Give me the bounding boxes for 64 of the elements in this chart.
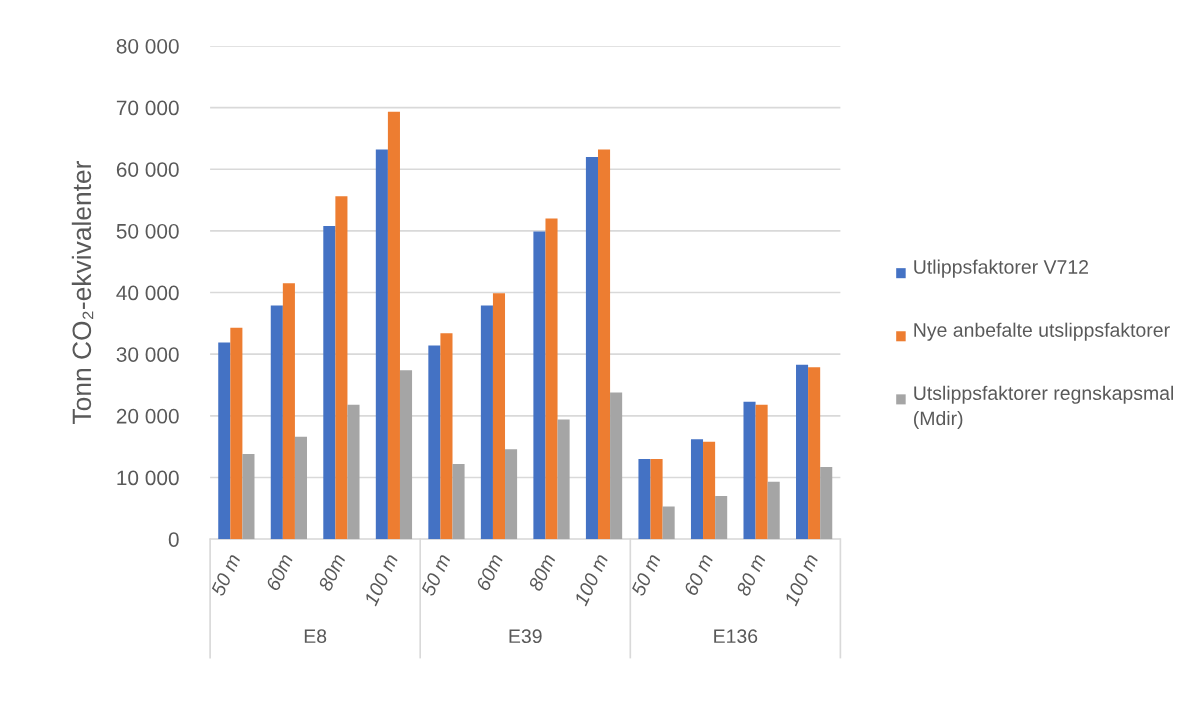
bar [820,467,833,540]
bar [533,231,546,540]
bar [282,283,295,540]
text: E39 [509,629,542,644]
bar [557,419,570,540]
x-tick-label: 50 m [210,553,241,597]
y-tick-label: 20 000 [116,408,179,424]
bar [440,333,453,540]
x-tick-label: 80m [317,553,346,592]
y-axis-title: Tonn CO₂-ekvivalenter [71,160,94,424]
bar [347,404,360,540]
y-tick-label: 80 000 [116,38,179,54]
legend-label: Utlippsfaktorer V712 [914,259,1088,278]
x-tick-label: 60m [265,553,294,592]
bar [755,404,768,540]
y-tick-label: 10 000 [117,470,179,486]
legend-label: Nye anbefalte utslippsfaktorer [914,322,1170,341]
bar [492,293,506,540]
y-tick-label: 50 000 [116,223,179,239]
bar [375,149,388,540]
bar [428,345,441,540]
bar [610,392,623,540]
bar [743,401,756,540]
bar [808,367,821,540]
text: E136 [714,629,758,644]
bar [662,506,675,540]
x-tick-label: 100 m [363,553,399,607]
x-tick-label: 100 m [783,553,819,607]
bar [387,111,400,540]
bar [767,481,780,540]
x-tick-label: 60m [475,553,504,592]
bar [230,327,243,540]
bar [218,342,231,540]
bar [638,459,651,540]
legend-label: Utslippsfaktorer regnskapsmal (Mdir) [914,385,1174,430]
x-tick-label: 100 m [573,553,609,607]
bar [585,156,598,540]
y-tick-label: 70 000 [116,100,179,116]
x-tick-label: 80 m [735,553,766,597]
bar [796,364,809,540]
x-tick-label: 50 m [630,553,661,597]
bar [242,454,255,540]
bar [480,305,493,540]
bar [597,149,611,540]
text: E8 [304,629,327,644]
bar [452,463,465,540]
x-tick-label: 80m [527,553,556,592]
y-tick-label: 60 000 [116,162,179,177]
bar [270,305,283,540]
bar [650,459,663,540]
x-tick-label: 60 m [683,553,714,597]
y-tick-label: 30 000 [116,347,179,362]
y-tick-label: 0 [168,532,179,547]
bar [505,449,518,540]
bar [399,370,413,540]
bar [545,218,558,540]
bar [703,441,716,540]
x-tick-label: 50 m [420,553,451,597]
bar [335,196,348,540]
y-tick-label: 40 000 [116,285,179,301]
bar [323,225,336,540]
bar [715,496,728,540]
bar [294,436,308,540]
bar [690,439,704,540]
